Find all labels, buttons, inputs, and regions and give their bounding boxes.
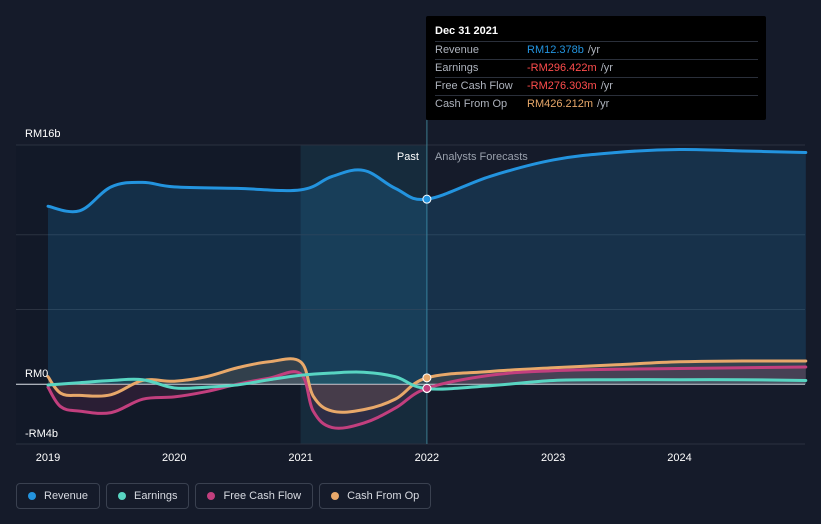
tooltip-label: Revenue	[435, 44, 480, 56]
tooltip-value: -RM296.422m	[527, 62, 597, 74]
tooltip-unit: /yr	[600, 62, 613, 74]
x-tick-label: 2024	[667, 452, 691, 464]
tooltip-value: RM12.378b	[527, 44, 584, 56]
legend-label: Earnings	[134, 490, 178, 502]
cash-from-op-dot-icon	[331, 492, 340, 500]
x-tick-label: 2022	[415, 452, 439, 464]
past-annotation: Past	[397, 151, 419, 163]
legend-item-earnings[interactable]: Earnings	[106, 483, 190, 509]
tooltip-unit: /yr	[600, 80, 613, 92]
x-tick-label: 2023	[541, 452, 565, 464]
tooltip-label: Free Cash Flow	[435, 80, 513, 92]
tooltip-value: RM426.212m	[527, 98, 594, 110]
y-tick-label: RM0	[25, 368, 48, 380]
tooltip-row-revenue: Revenue RM12.378b /yr	[435, 41, 758, 59]
legend-label: Free Cash Flow	[223, 490, 302, 502]
forecast-annotation: Analysts Forecasts	[435, 151, 528, 163]
tooltip-unit: /yr	[587, 44, 601, 56]
hover-tooltip: Dec 31 2021 Revenue RM12.378b /yr Earnin…	[426, 16, 766, 120]
tooltip-date: Dec 31 2021	[435, 25, 498, 37]
revenue-marker	[422, 194, 432, 204]
earnings-dot-icon	[118, 492, 127, 500]
chart-legend: Revenue Earnings Free Cash Flow Cash Fro…	[16, 483, 432, 509]
revenue-area	[48, 149, 806, 385]
x-tick-label: 2019	[36, 452, 60, 464]
revenue-line	[46, 147, 808, 214]
earnings-line	[46, 370, 808, 391]
tooltip-label: Earnings	[435, 62, 479, 74]
tooltip-unit: /yr	[597, 98, 610, 110]
cash-from-op-area	[48, 358, 806, 413]
free-cash-flow-marker	[422, 383, 432, 393]
free-cash-flow-dot-icon	[207, 492, 216, 500]
x-tick-label: 2021	[288, 452, 312, 464]
free-cash-flow-line	[46, 365, 808, 430]
legend-item-revenue[interactable]: Revenue	[16, 483, 101, 509]
legend-item-free-cash-flow[interactable]: Free Cash Flow	[195, 483, 314, 509]
cash-from-op-marker	[422, 373, 432, 383]
tooltip-row-free-cash-flow: Free Cash Flow -RM276.303m /yr	[435, 77, 758, 95]
legend-label: Revenue	[44, 490, 89, 502]
revenue-dot-icon	[28, 492, 36, 500]
legend-item-cash-from-op[interactable]: Cash From Op	[319, 483, 432, 509]
y-tick-label: -RM4b	[25, 428, 58, 440]
x-tick-label: 2020	[162, 452, 186, 464]
tooltip-row-earnings: Earnings -RM296.422m /yr	[435, 59, 758, 77]
y-tick-label: RM16b	[25, 128, 60, 140]
tooltip-value: -RM276.303m	[527, 80, 597, 92]
cash-from-op-line	[46, 357, 808, 414]
free-cash-flow-area	[48, 367, 806, 429]
tooltip-row-cash-from-op: Cash From Op RM426.212m /yr	[435, 95, 758, 113]
tooltip-label: Cash From Op	[435, 98, 508, 110]
legend-label: Cash From Op	[347, 490, 420, 502]
